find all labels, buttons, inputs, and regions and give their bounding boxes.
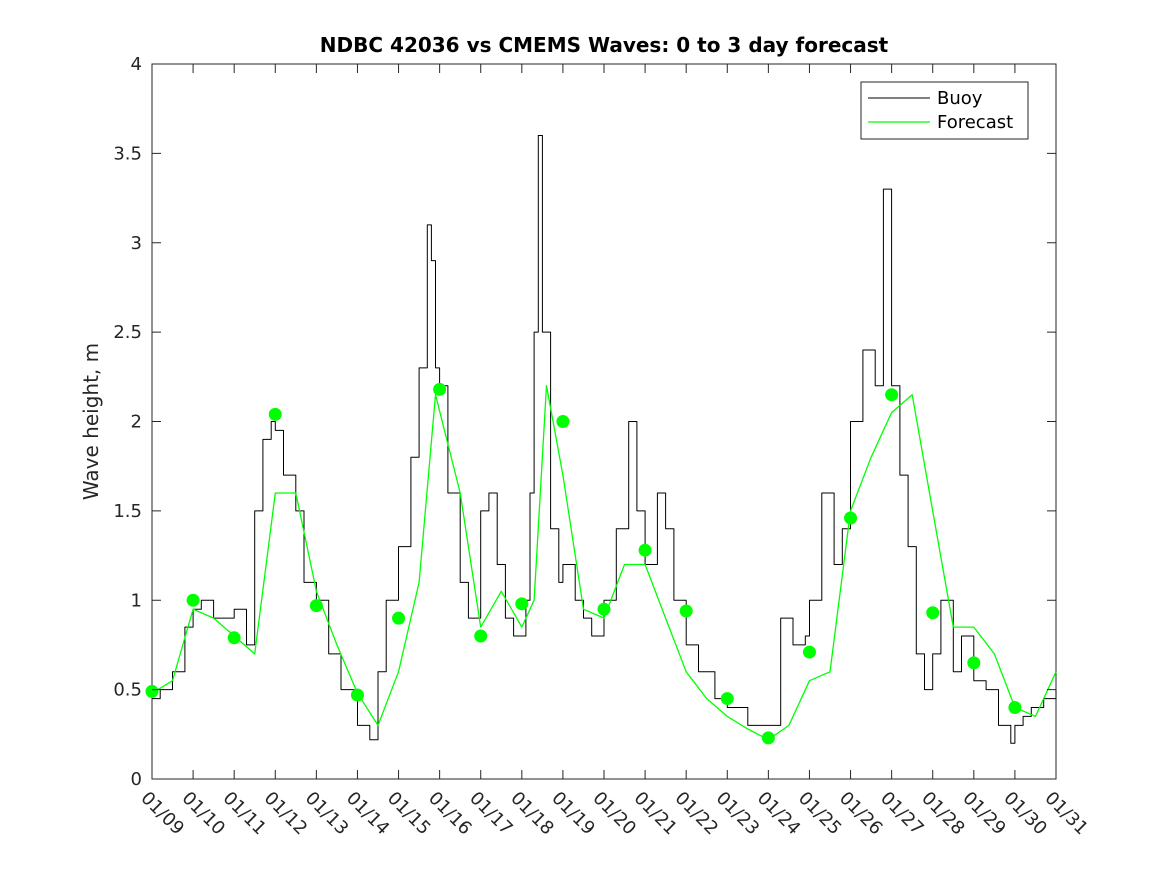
forecast-marker xyxy=(227,631,241,645)
forecast-marker xyxy=(638,543,652,557)
forecast-marker xyxy=(1008,701,1022,714)
buoy-series-line xyxy=(152,135,1057,744)
forecast-marker xyxy=(515,597,529,611)
forecast-marker xyxy=(967,656,981,670)
y-tick-label: 0.5 xyxy=(113,680,142,701)
forecast-marker xyxy=(433,382,447,396)
forecast-marker xyxy=(597,602,611,616)
forecast-marker xyxy=(802,645,816,659)
marker-layer xyxy=(145,382,1022,745)
forecast-marker xyxy=(761,731,775,745)
legend: Buoy Forecast xyxy=(860,81,1029,140)
series-layer xyxy=(151,135,1057,744)
forecast-marker xyxy=(885,388,899,402)
forecast-marker xyxy=(844,511,858,525)
plot-area xyxy=(151,63,1057,780)
legend-buoy-label: Buoy xyxy=(937,88,983,109)
forecast-marker xyxy=(268,407,282,421)
chart-title: NDBC 42036 vs CMEMS Waves: 0 to 3 day fo… xyxy=(320,33,889,57)
y-tick-label: 2.5 xyxy=(113,322,142,343)
forecast-series-line xyxy=(151,385,1057,741)
y-axis-label: Wave height, m xyxy=(79,343,103,500)
forecast-marker xyxy=(392,611,406,625)
forecast-marker xyxy=(474,629,488,643)
forecast-marker xyxy=(145,684,159,698)
forecast-marker xyxy=(926,606,940,620)
forecast-marker xyxy=(186,593,200,607)
forecast-marker xyxy=(720,692,734,706)
y-tick-label: 4 xyxy=(131,54,142,75)
y-tick-label: 3 xyxy=(131,233,142,254)
forecast-marker xyxy=(350,688,364,702)
y-tick-label: 3.5 xyxy=(113,143,142,164)
forecast-marker xyxy=(556,415,570,428)
forecast-marker xyxy=(679,604,693,618)
forecast-marker xyxy=(309,599,323,613)
y-tick-label: 2 xyxy=(131,412,142,433)
y-tick-label: 1.5 xyxy=(113,501,142,522)
y-tick-label: 1 xyxy=(131,590,142,611)
legend-forecast-label: Forecast xyxy=(937,112,1013,133)
legend-box xyxy=(860,81,1029,140)
y-tick-label: 0 xyxy=(131,769,142,790)
